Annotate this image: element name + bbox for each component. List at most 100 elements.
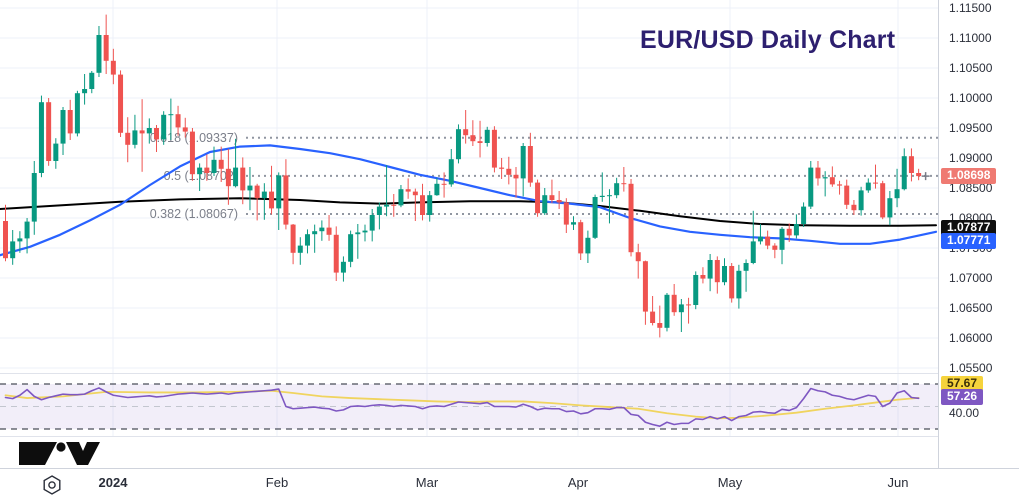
candle[interactable]: [333, 226, 339, 281]
candle[interactable]: [664, 293, 670, 332]
candle[interactable]: [527, 132, 533, 187]
candle[interactable]: [398, 185, 404, 208]
candle[interactable]: [326, 215, 332, 241]
candle[interactable]: [17, 231, 23, 253]
candle[interactable]: [218, 146, 224, 182]
candle[interactable]: [463, 110, 469, 144]
candle[interactable]: [477, 120, 483, 158]
candle[interactable]: [384, 165, 390, 217]
candle[interactable]: [865, 178, 871, 193]
rsi-line[interactable]: [4, 387, 920, 427]
candle[interactable]: [693, 271, 699, 310]
candle[interactable]: [635, 243, 641, 279]
candle[interactable]: [233, 138, 239, 188]
candle[interactable]: [412, 188, 418, 221]
candle[interactable]: [132, 114, 138, 149]
rsi-bottom-separator[interactable]: [0, 436, 1019, 437]
candle[interactable]: [578, 219, 584, 260]
candle[interactable]: [225, 149, 231, 205]
candle[interactable]: [657, 305, 663, 338]
rsi-pane[interactable]: [0, 374, 938, 436]
candle[interactable]: [60, 107, 66, 155]
candle[interactable]: [204, 154, 210, 181]
candle[interactable]: [520, 143, 526, 197]
candle[interactable]: [808, 161, 814, 209]
candle[interactable]: [880, 180, 886, 220]
candle[interactable]: [801, 202, 807, 227]
candle[interactable]: [714, 256, 720, 294]
candle[interactable]: [614, 177, 620, 199]
candle[interactable]: [369, 209, 375, 242]
candle[interactable]: [340, 256, 346, 282]
candle[interactable]: [513, 167, 519, 198]
candle[interactable]: [506, 156, 512, 185]
candle[interactable]: [822, 171, 828, 197]
candle[interactable]: [729, 263, 735, 303]
candle[interactable]: [89, 71, 95, 94]
candle[interactable]: [628, 179, 634, 257]
candle[interactable]: [441, 172, 447, 198]
candle[interactable]: [405, 178, 411, 199]
candle[interactable]: [46, 98, 52, 166]
candle[interactable]: [599, 172, 605, 202]
price-axis[interactable]: 1.11500 1.11000 1.10500 1.10000 1.09500 1.090…: [938, 0, 1019, 495]
candle[interactable]: [585, 230, 591, 263]
candle[interactable]: [110, 48, 116, 85]
candle[interactable]: [779, 227, 785, 265]
candle[interactable]: [53, 138, 59, 169]
candle[interactable]: [700, 267, 706, 284]
candle[interactable]: [348, 230, 354, 268]
candle[interactable]: [261, 183, 267, 220]
candle[interactable]: [38, 95, 44, 178]
candle[interactable]: [240, 157, 246, 205]
candle[interactable]: [67, 99, 73, 140]
moving-average-black[interactable]: [0, 197, 937, 227]
candle[interactable]: [182, 117, 188, 138]
candle[interactable]: [283, 159, 289, 230]
candle[interactable]: [563, 198, 569, 233]
candle[interactable]: [448, 149, 454, 187]
candle[interactable]: [290, 224, 296, 265]
candle[interactable]: [757, 224, 763, 245]
candle[interactable]: [872, 164, 878, 189]
candle[interactable]: [470, 120, 476, 146]
rsi-ma-line[interactable]: [4, 389, 920, 420]
candle[interactable]: [606, 189, 612, 224]
candle[interactable]: [24, 218, 30, 254]
price-pane[interactable]: 0.618 (1.09337)0.5 (1.08702)0.382 (1.080…: [0, 0, 938, 373]
candle[interactable]: [269, 165, 275, 215]
candle[interactable]: [10, 230, 16, 265]
candle[interactable]: [592, 194, 598, 239]
candle[interactable]: [793, 214, 799, 239]
candle[interactable]: [82, 74, 88, 105]
candle[interactable]: [815, 161, 821, 186]
candle[interactable]: [304, 229, 310, 254]
candle[interactable]: [750, 210, 756, 265]
candle[interactable]: [901, 148, 907, 191]
candle[interactable]: [743, 259, 749, 292]
candle[interactable]: [74, 90, 80, 137]
candle[interactable]: [254, 183, 260, 221]
candle[interactable]: [319, 220, 325, 241]
candle[interactable]: [499, 158, 505, 179]
candle[interactable]: [535, 179, 541, 217]
candle[interactable]: [276, 172, 282, 230]
candle[interactable]: [197, 163, 203, 191]
candle[interactable]: [549, 179, 555, 203]
candle[interactable]: [894, 168, 900, 208]
candle[interactable]: [571, 216, 577, 230]
settings-hexagon-icon[interactable]: [41, 474, 63, 495]
candle[interactable]: [765, 230, 771, 250]
candle[interactable]: [146, 118, 152, 144]
candle[interactable]: [736, 264, 742, 309]
candle[interactable]: [153, 125, 159, 152]
time-axis[interactable]: 2024 Feb Mar Apr May Jun: [0, 468, 1019, 495]
candle[interactable]: [829, 166, 835, 187]
candle[interactable]: [916, 168, 922, 181]
candle[interactable]: [851, 200, 857, 215]
candle[interactable]: [139, 99, 145, 172]
candle[interactable]: [189, 128, 195, 181]
candle[interactable]: [168, 98, 174, 140]
candle[interactable]: [3, 204, 8, 262]
candle[interactable]: [175, 105, 181, 136]
